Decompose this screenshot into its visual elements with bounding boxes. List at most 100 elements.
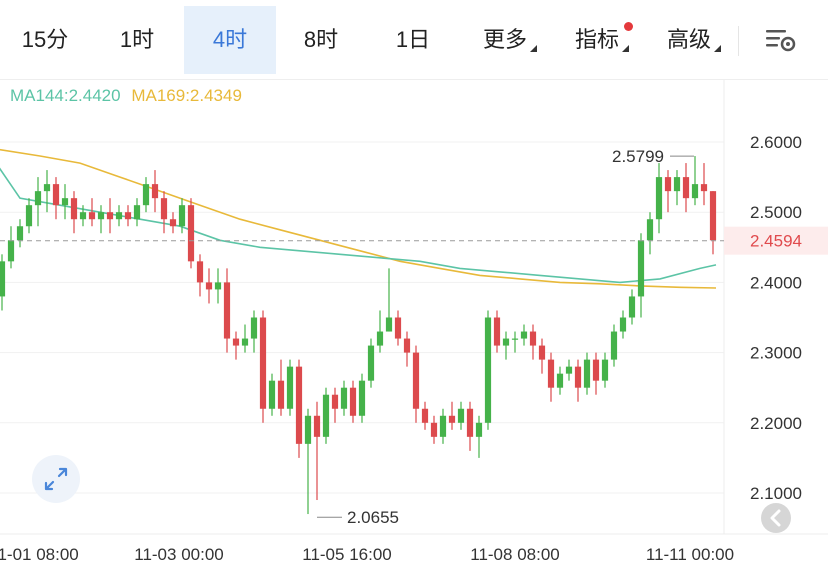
ma169-legend: MA169:2.4349 <box>131 86 242 105</box>
candle-body <box>358 380 366 416</box>
candle-body <box>700 184 708 192</box>
tab-1hour[interactable]: 1时 <box>92 6 182 74</box>
candle-body <box>250 317 258 339</box>
candle-body <box>583 359 591 388</box>
candle-body <box>142 184 150 206</box>
tab-label: 高级 <box>666 27 711 52</box>
tab-label: 15分 <box>21 27 69 52</box>
candle-body <box>610 331 618 360</box>
candle-body <box>205 282 213 290</box>
candle-body <box>106 212 114 220</box>
candle-body <box>115 212 123 220</box>
candle-body <box>493 317 501 346</box>
candle-body <box>304 415 312 444</box>
tab-15min[interactable]: 15分 <box>0 6 90 74</box>
candle-body <box>259 317 267 409</box>
candle-body <box>349 387 357 416</box>
candle-body <box>295 366 303 444</box>
candle-body <box>556 373 564 388</box>
candle-body <box>367 345 375 381</box>
tab-label: 4时 <box>212 27 248 52</box>
candle-body <box>313 415 321 437</box>
candle-body <box>619 317 627 332</box>
candle-body <box>70 198 78 220</box>
candle-body <box>646 219 654 241</box>
candle-body <box>241 338 249 346</box>
candle-body <box>655 177 663 220</box>
candle-body <box>286 366 294 409</box>
candle-body <box>133 205 141 220</box>
candle-body <box>457 408 465 423</box>
candle-body <box>430 422 438 437</box>
tab-label: 指标 <box>574 27 619 52</box>
chart-settings-button[interactable] <box>764 26 798 56</box>
candle-body <box>691 184 699 199</box>
candle-body <box>439 415 447 437</box>
candle-body <box>529 331 537 346</box>
chart-settings-icon <box>766 30 796 52</box>
y-tick-label: 2.6000 <box>750 133 802 152</box>
candle-body <box>385 317 393 332</box>
y-tick-label: 2.4000 <box>750 273 802 292</box>
tab-label: 1时 <box>119 27 155 52</box>
candle-body <box>178 205 186 227</box>
candle-body <box>268 380 276 409</box>
tab-more[interactable]: 更多 <box>460 6 550 74</box>
candle-body <box>421 408 429 423</box>
ma144-line <box>0 167 717 284</box>
x-tick-label: 11-03 00:00 <box>134 545 223 564</box>
candle-body <box>7 240 15 262</box>
candle-body <box>34 191 42 206</box>
candle-body <box>547 359 555 388</box>
candle-body <box>124 212 132 220</box>
tab-8hour[interactable]: 8时 <box>276 6 366 74</box>
candle-body <box>25 205 33 227</box>
ma-legend: MA144:2.4420 MA169:2.4349 <box>10 86 248 106</box>
candle-body <box>637 240 645 297</box>
candle-body <box>682 177 690 199</box>
y-tick-label: 2.1000 <box>750 484 802 503</box>
fullscreen-button[interactable] <box>32 455 80 503</box>
candle-body <box>160 198 168 220</box>
candle-body <box>520 331 528 339</box>
candle-body <box>394 317 402 339</box>
candle-body <box>475 422 483 437</box>
candle-body <box>151 184 159 199</box>
current-price-badge <box>724 226 828 255</box>
candle-body <box>16 226 24 241</box>
candle-body <box>187 205 195 262</box>
candle-body <box>43 184 51 192</box>
tab-1day[interactable]: 1日 <box>368 6 458 74</box>
candle-body <box>511 338 519 340</box>
tab-indicators[interactable]: 指标 <box>552 6 642 74</box>
tab-advanced[interactable]: 高级 <box>644 6 734 74</box>
candle-body <box>97 212 105 220</box>
candle-body <box>574 366 582 388</box>
tabbar-divider <box>738 26 739 56</box>
candle-body <box>61 198 69 206</box>
low-annotation-label: 2.0655 <box>347 508 399 527</box>
current-price-label: 2.4594 <box>750 232 802 251</box>
chevron-left-icon <box>770 509 781 527</box>
candle-body <box>538 345 546 360</box>
tab-label: 更多 <box>482 27 527 52</box>
candle-body <box>232 338 240 346</box>
timeframe-tabbar: 15分 1时 4时 8时 1日 更多 指标 高级 <box>0 0 828 80</box>
x-tick-label: 11-05 16:00 <box>302 545 391 564</box>
candle-body <box>592 359 600 381</box>
candle-body <box>52 184 60 206</box>
y-tick-label: 2.3000 <box>750 344 802 363</box>
y-tick-label: 2.2000 <box>750 414 802 433</box>
candle-body <box>277 380 285 409</box>
x-tick-label: 11-11 00:00 <box>646 545 734 564</box>
dropdown-corner-icon <box>530 45 537 52</box>
x-tick-label: 11-08 08:00 <box>470 545 559 564</box>
dropdown-corner-icon <box>622 45 629 52</box>
candle-body <box>664 177 672 192</box>
collapse-panel-button[interactable] <box>761 503 791 533</box>
candle-body <box>502 338 510 346</box>
tab-4hour[interactable]: 4时 <box>184 6 276 74</box>
candle-body <box>214 282 222 290</box>
tab-label: 8时 <box>303 27 339 52</box>
